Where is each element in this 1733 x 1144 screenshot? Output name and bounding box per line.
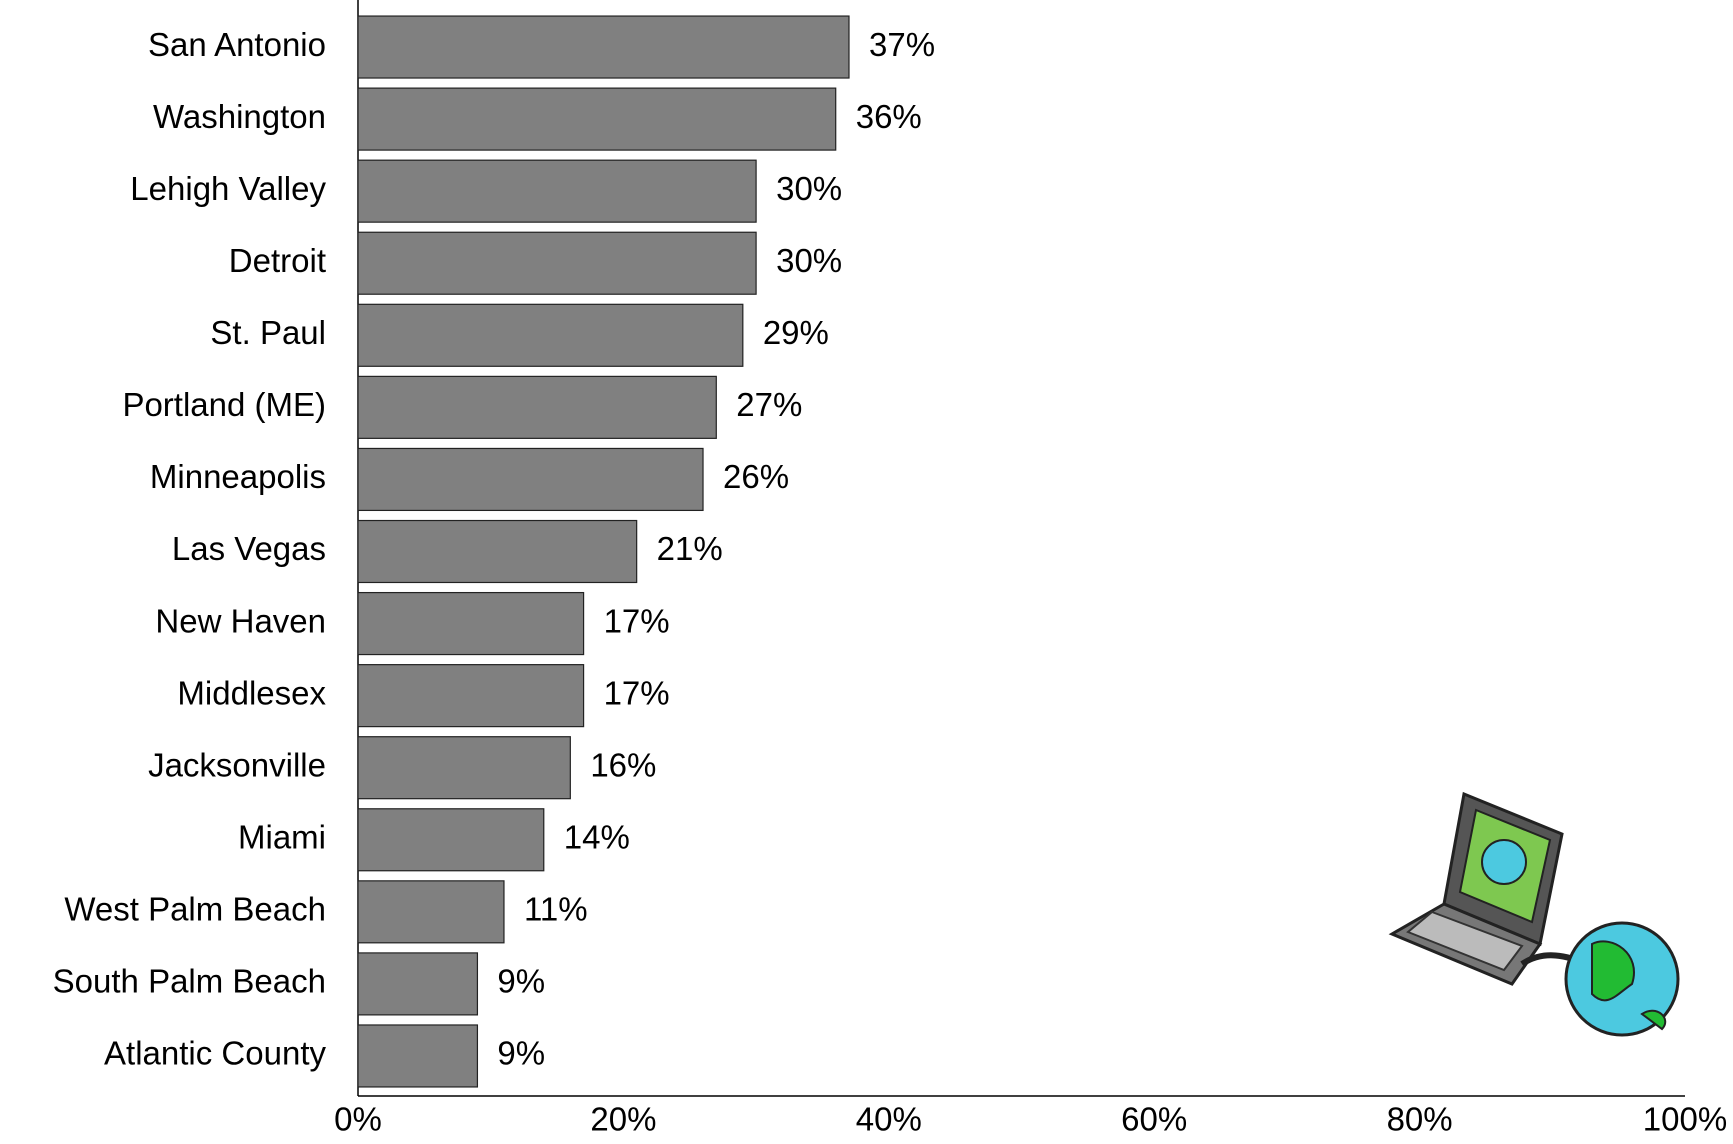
- bar: [357, 1024, 479, 1088]
- bar: [357, 664, 585, 728]
- y-tick-label: San Antonio: [148, 26, 326, 63]
- value-label: 27%: [736, 386, 802, 423]
- value-label: 21%: [657, 530, 723, 567]
- value-label: 26%: [723, 458, 789, 495]
- value-label: 30%: [776, 170, 842, 207]
- bar: [357, 736, 571, 800]
- x-tick-label: 100%: [1643, 1101, 1727, 1138]
- x-tick-label: 0%: [334, 1101, 382, 1138]
- value-label: 30%: [776, 242, 842, 279]
- laptop-clipart: [1388, 791, 1680, 1037]
- bar: [357, 591, 585, 656]
- bar: [357, 880, 505, 944]
- y-tick-label: Lehigh Valley: [130, 170, 326, 207]
- y-tick-label: Miami: [238, 818, 326, 855]
- value-label: 11%: [524, 891, 588, 928]
- x-tick-label: 40%: [856, 1101, 922, 1138]
- y-tick-label: St. Paul: [210, 314, 326, 351]
- y-tick-label: Jacksonville: [148, 746, 326, 783]
- bar: [357, 952, 479, 1016]
- value-label: 9%: [497, 1035, 545, 1072]
- y-tick-label: Detroit: [229, 242, 326, 279]
- y-tick-label: New Haven: [155, 602, 326, 639]
- y-tick-label: South Palm Beach: [53, 963, 326, 1000]
- bar: [357, 159, 757, 223]
- y-tick-label: West Palm Beach: [64, 891, 326, 928]
- value-label: 29%: [763, 314, 829, 351]
- y-tick-label: Minneapolis: [150, 458, 326, 495]
- bar: [357, 231, 757, 295]
- value-label: 16%: [590, 746, 656, 783]
- value-label: 36%: [856, 98, 922, 135]
- bar: [357, 447, 704, 512]
- bar: [357, 87, 837, 151]
- y-tick-label: Las Vegas: [172, 530, 326, 567]
- y-tick-label: Atlantic County: [104, 1035, 326, 1072]
- x-tick-label: 20%: [590, 1101, 656, 1138]
- x-tick-label: 80%: [1387, 1101, 1453, 1138]
- value-label: 37%: [869, 26, 935, 63]
- bar: [357, 375, 717, 439]
- value-label: 14%: [564, 818, 630, 855]
- bar: [357, 519, 638, 584]
- bar: [357, 303, 744, 367]
- y-tick-label: Washington: [153, 98, 326, 135]
- x-tick-label: 60%: [1121, 1101, 1187, 1138]
- bar: [357, 15, 850, 79]
- value-label: 17%: [604, 602, 670, 639]
- y-tick-label: Middlesex: [177, 674, 326, 711]
- value-label: 17%: [604, 674, 670, 711]
- bar: [357, 808, 545, 872]
- value-label: 9%: [497, 963, 545, 1000]
- y-tick-label: Portland (ME): [122, 386, 326, 423]
